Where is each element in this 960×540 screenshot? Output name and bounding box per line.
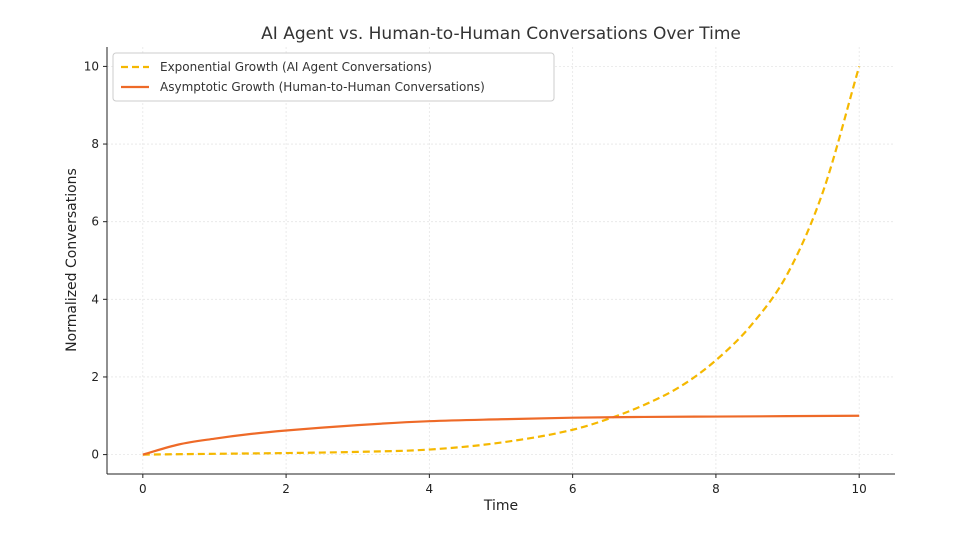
- grid: [107, 47, 895, 474]
- x-tick-label-3: 6: [569, 482, 577, 496]
- x-tick-label-1: 2: [282, 482, 290, 496]
- y-tick-label-1: 2: [91, 370, 99, 384]
- y-tick-label-5: 10: [84, 59, 99, 73]
- y-tick-label-0: 0: [91, 448, 99, 462]
- legend-label-0: Exponential Growth (AI Agent Conversatio…: [160, 60, 432, 74]
- axes: 0 2 4 6 8 10 0 2 4 6 8 10: [84, 47, 895, 496]
- legend-label-1: Asymptotic Growth (Human-to-Human Conver…: [160, 80, 485, 94]
- series-line-1: [142, 414, 860, 456]
- y-tick-label-3: 6: [91, 215, 99, 229]
- series-layer: [142, 66, 861, 456]
- x-tick-label-5: 10: [852, 482, 867, 496]
- chart-title: AI Agent vs. Human-to-Human Conversation…: [261, 24, 741, 44]
- x-tick-label-4: 8: [712, 482, 720, 496]
- legend: Exponential Growth (AI Agent Conversatio…: [112, 52, 555, 102]
- x-tick-label-2: 4: [426, 482, 434, 496]
- y-axis-label: Normalized Conversations: [64, 168, 80, 352]
- x-axis-label: Time: [483, 498, 518, 514]
- y-tick-label-2: 4: [91, 292, 99, 306]
- series-line-0: [142, 66, 861, 456]
- y-tick-label-4: 8: [91, 137, 99, 151]
- legend-frame: [112, 52, 555, 102]
- x-tick-label-0: 0: [139, 482, 147, 496]
